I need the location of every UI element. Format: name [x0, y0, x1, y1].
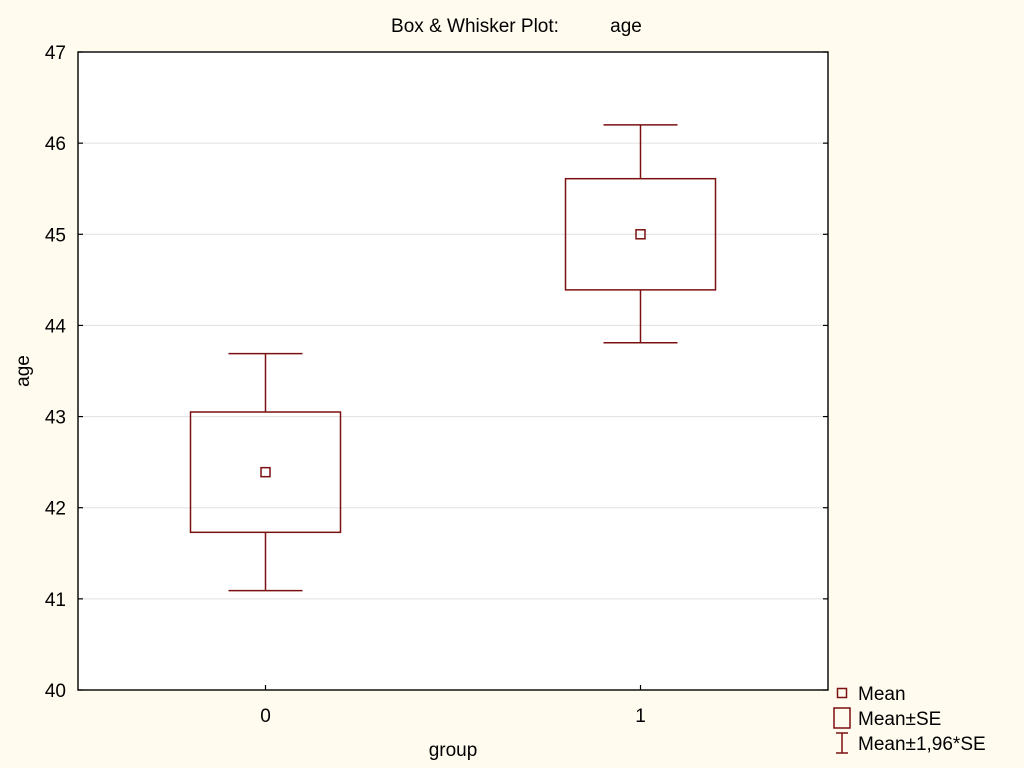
y-tick-label: 45 [45, 225, 66, 246]
legend-se-box-symbol [833, 707, 851, 729]
legend: Mean Mean±SE Mean±1,96*SE [833, 684, 986, 755]
y-tick-label: 44 [45, 316, 67, 337]
gridlines [78, 142, 828, 600]
legend-label: Mean±1,96*SE [858, 734, 986, 755]
legend-label: Mean [858, 684, 906, 705]
legend-label: Mean±SE [858, 709, 941, 730]
mean-marker [260, 466, 271, 478]
mean-marker [635, 229, 646, 240]
plot-area [78, 52, 828, 690]
y-tick-label: 40 [45, 681, 66, 702]
legend-mean-symbol [836, 687, 848, 699]
se-box [189, 411, 342, 534]
y-tick-label: 42 [45, 499, 66, 520]
y-axis: 40 41 42 43 44 45 46 47 [45, 43, 828, 702]
y-tick-label: 46 [45, 134, 66, 155]
x-tick-label: 0 [260, 706, 271, 727]
y-tick-label: 41 [45, 590, 66, 611]
data-marks [189, 124, 717, 592]
chart-title: Box & Whisker Plot: [391, 16, 559, 37]
x-axis-label: group [429, 740, 478, 761]
chart-title-variable: age [610, 16, 642, 37]
y-axis-label: age [13, 355, 34, 387]
y-tick-label: 43 [45, 408, 66, 429]
y-tick-label: 47 [45, 43, 66, 64]
x-tick-label: 1 [635, 706, 646, 727]
plot-frame [77, 51, 829, 691]
se-box [564, 177, 717, 291]
